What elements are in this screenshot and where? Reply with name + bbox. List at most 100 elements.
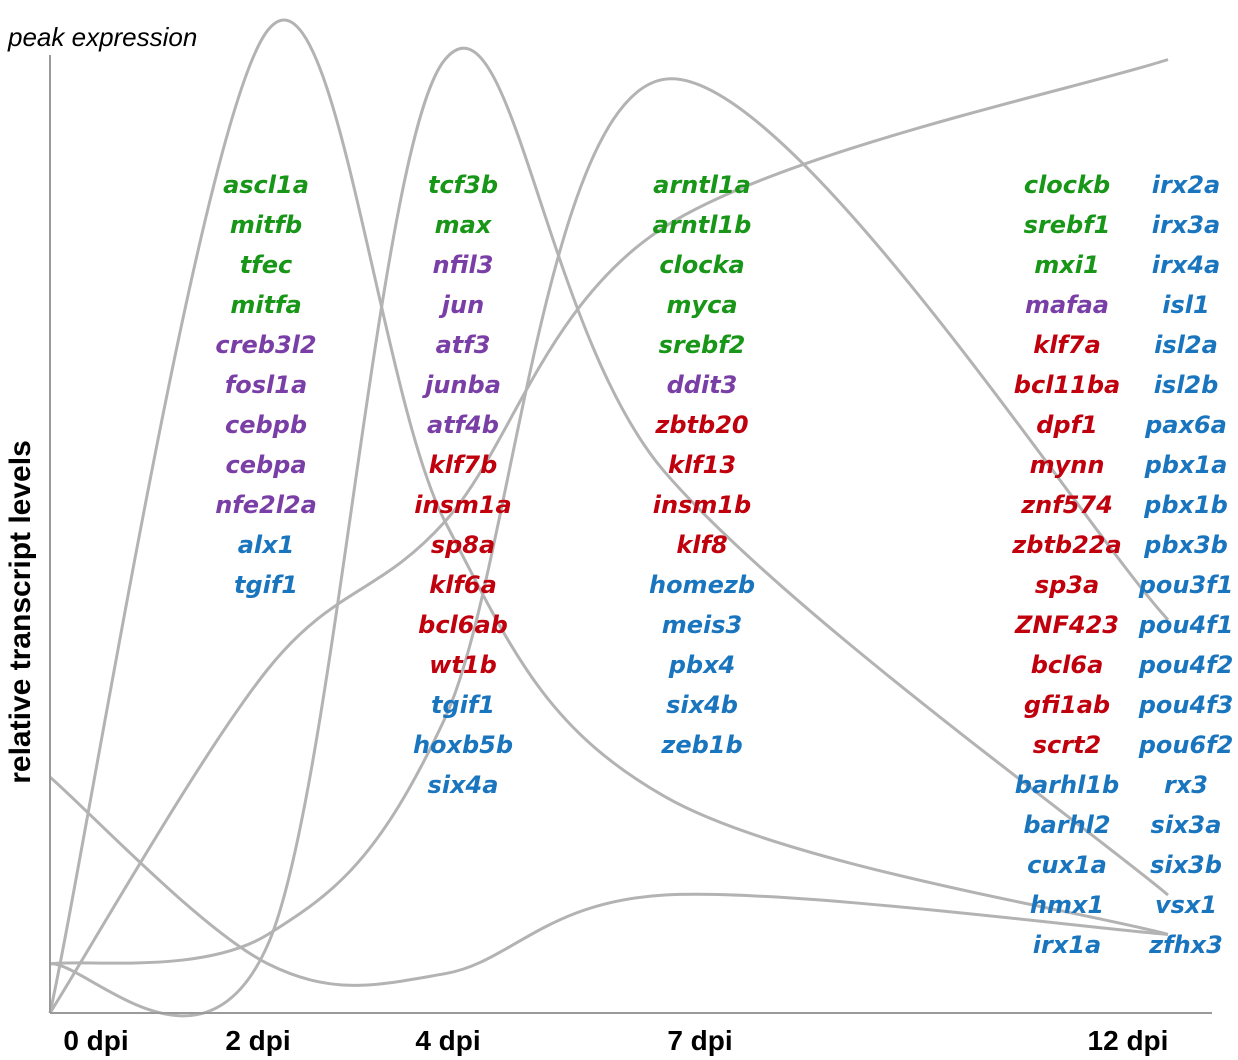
- gene-label: hoxb5b: [413, 731, 513, 759]
- gene-column-4: clockb srebf1 mxi1 mafaa klf7a bcl11ba dpf1 myn…: [1011, 171, 1121, 959]
- gene-label: vsx1: [1155, 891, 1217, 919]
- gene-label: znf574: [1020, 491, 1113, 519]
- gene-label: scrt2: [1033, 731, 1102, 759]
- gene-label: bcl6a: [1031, 651, 1104, 679]
- gene-label: sp3a: [1035, 571, 1099, 599]
- expression-curve-5: [48, 58, 1169, 1014]
- gene-label: pou4f2: [1138, 651, 1234, 679]
- gene-label: six4b: [666, 691, 738, 719]
- gene-label: irx3a: [1152, 211, 1220, 239]
- expression-curves: [48, 18, 1170, 1018]
- gene-label: atf3: [436, 331, 491, 359]
- gene-label: zbtb22a: [1011, 531, 1121, 559]
- expression-curve-2: [48, 18, 1169, 1014]
- gene-column-3: arntl1a arntl1b clocka myca srebf2 ddit3 zbtb2…: [649, 171, 755, 759]
- gene-label: wt1b: [429, 651, 497, 679]
- gene-label: bcl11ba: [1014, 371, 1120, 399]
- gene-label: barhl1b: [1015, 771, 1119, 799]
- gene-label: srebf1: [1024, 211, 1111, 239]
- gene-label: ddit3: [667, 371, 738, 399]
- gene-label: mynn: [1030, 451, 1105, 479]
- gene-label: six3b: [1150, 851, 1222, 879]
- gene-label: meis3: [662, 611, 743, 639]
- gene-label: klf7b: [429, 451, 498, 479]
- gene-label: pou4f1: [1138, 611, 1234, 639]
- gene-label: zbtb20: [654, 411, 748, 439]
- gene-label: insm1b: [653, 491, 751, 519]
- gene-label: klf6a: [429, 571, 497, 599]
- gene-label: pou6f2: [1138, 731, 1234, 759]
- gene-label: mitfa: [230, 291, 301, 319]
- gene-label: gfi1ab: [1024, 691, 1110, 719]
- gene-label: clockb: [1024, 171, 1110, 199]
- x-tick-label: 4 dpi: [415, 1025, 480, 1056]
- gene-label: irx1a: [1033, 931, 1101, 959]
- gene-label: tgif1: [234, 571, 298, 599]
- gene-label: insm1a: [414, 491, 512, 519]
- gene-label: rx3: [1164, 771, 1208, 799]
- gene-label: isl2a: [1154, 331, 1218, 359]
- gene-label: irx4a: [1152, 251, 1220, 279]
- x-tick-label: 7 dpi: [667, 1025, 732, 1056]
- peak-expression-label: peak expression: [7, 22, 197, 52]
- x-tick-label: 2 dpi: [225, 1025, 290, 1056]
- gene-label: arntl1b: [653, 211, 752, 239]
- expression-curve-4: [49, 77, 1170, 966]
- gene-label: tgif1: [431, 691, 495, 719]
- expression-curve-3: [49, 46, 1169, 1018]
- gene-label: bcl6ab: [418, 611, 508, 639]
- gene-label: junba: [421, 371, 501, 399]
- gene-label: six3a: [1151, 811, 1222, 839]
- gene-label: max: [435, 211, 493, 239]
- gene-column-1: ascl1a mitfb tfec mitfa creb3l2 fosl1a cebpb ce…: [215, 171, 317, 599]
- gene-label: pou4f3: [1138, 691, 1234, 719]
- gene-label: tcf3b: [428, 171, 498, 199]
- gene-label: creb3l2: [215, 331, 316, 359]
- gene-label: sp8a: [431, 531, 495, 559]
- gene-label: ZNF423: [1014, 611, 1119, 639]
- gene-label: tfec: [240, 251, 292, 279]
- gene-label: atf4b: [427, 411, 499, 439]
- gene-label: pbx1a: [1144, 451, 1228, 479]
- expression-curve-1: [49, 775, 1169, 987]
- y-axis-label: relative transcript levels: [4, 440, 37, 784]
- gene-label: mitfb: [230, 211, 302, 239]
- gene-label: pbx4: [668, 651, 736, 679]
- gene-label: ascl1a: [223, 171, 309, 199]
- gene-label: pax6a: [1144, 411, 1227, 439]
- x-tick-label: 0 dpi: [63, 1025, 128, 1056]
- gene-column-5: irx2a irx3a irx4a isl1 isl2a isl2b pax6a pbx1a p…: [1138, 171, 1234, 959]
- gene-label: klf13: [668, 451, 736, 479]
- gene-label: pbx1b: [1143, 491, 1228, 519]
- gene-label: irx2a: [1152, 171, 1220, 199]
- gene-label: klf8: [676, 531, 727, 559]
- gene-label: barhl2: [1023, 811, 1110, 839]
- gene-label: mafaa: [1025, 291, 1109, 319]
- gene-label: cebpa: [225, 451, 306, 479]
- gene-label: arntl1a: [653, 171, 751, 199]
- x-tick-label: 12 dpi: [1088, 1025, 1169, 1056]
- gene-label: jun: [438, 291, 484, 319]
- gene-label: pbx3b: [1143, 531, 1228, 559]
- gene-columns: ascl1a mitfb tfec mitfa creb3l2 fosl1a cebpb ce…: [215, 171, 1233, 959]
- gene-label: nfil3: [433, 251, 494, 279]
- gene-column-2: tcf3b max nfil3 jun atf3 junba atf4b klf7b insm1…: [413, 171, 513, 799]
- gene-label: alx1: [238, 531, 295, 559]
- gene-label: fosl1a: [225, 371, 307, 399]
- gene-label: klf7a: [1033, 331, 1101, 359]
- gene-label: pou3f1: [1138, 571, 1234, 599]
- gene-label: clocka: [659, 251, 744, 279]
- gene-label: mxi1: [1034, 251, 1099, 279]
- gene-label: zfhx3: [1148, 931, 1223, 959]
- gene-label: srebf2: [659, 331, 746, 359]
- gene-label: cux1a: [1027, 851, 1107, 879]
- gene-label: dpf1: [1036, 411, 1098, 439]
- gene-label: nfe2l2a: [215, 491, 317, 519]
- gene-label: cebpb: [225, 411, 307, 439]
- gene-label: isl1: [1162, 291, 1209, 319]
- gene-label: six4a: [428, 771, 499, 799]
- gene-label: hmx1: [1030, 891, 1104, 919]
- gene-label: isl2b: [1154, 371, 1219, 399]
- gene-label: homezb: [649, 571, 755, 599]
